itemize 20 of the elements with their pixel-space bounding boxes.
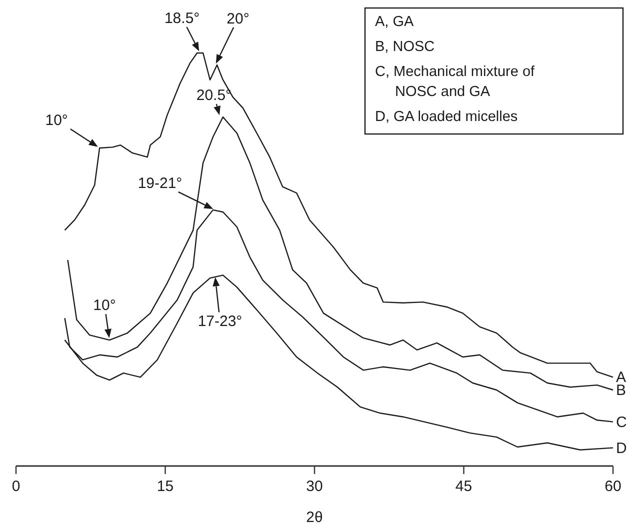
annotation: 20.5° [196, 87, 232, 104]
annotation: 17-23° [198, 313, 242, 330]
annotation: B, NOSC [375, 39, 435, 55]
series-label: D [616, 440, 627, 457]
annotation: C, Mechanical mixture of NOSC and GA [375, 64, 536, 100]
annotation: 18.5° [164, 10, 200, 27]
annotation: 10° [45, 112, 68, 129]
x-axis-title: 2θ [306, 509, 323, 526]
x-tick-label: 0 [12, 478, 20, 495]
x-tick-label: 30 [306, 478, 323, 495]
text: A, GA [375, 14, 414, 30]
x-tick-label: 45 [455, 478, 472, 495]
annotation: D, GA loaded micelles [375, 109, 518, 125]
annotation: 10° [93, 297, 116, 314]
x-tick-label: 15 [156, 478, 174, 495]
x-tick-label: 60 [604, 478, 622, 495]
series-label: C [616, 414, 627, 431]
series-label: B [616, 382, 626, 400]
annotation: 20° [226, 10, 250, 28]
annotation: 19-21° [138, 174, 182, 192]
